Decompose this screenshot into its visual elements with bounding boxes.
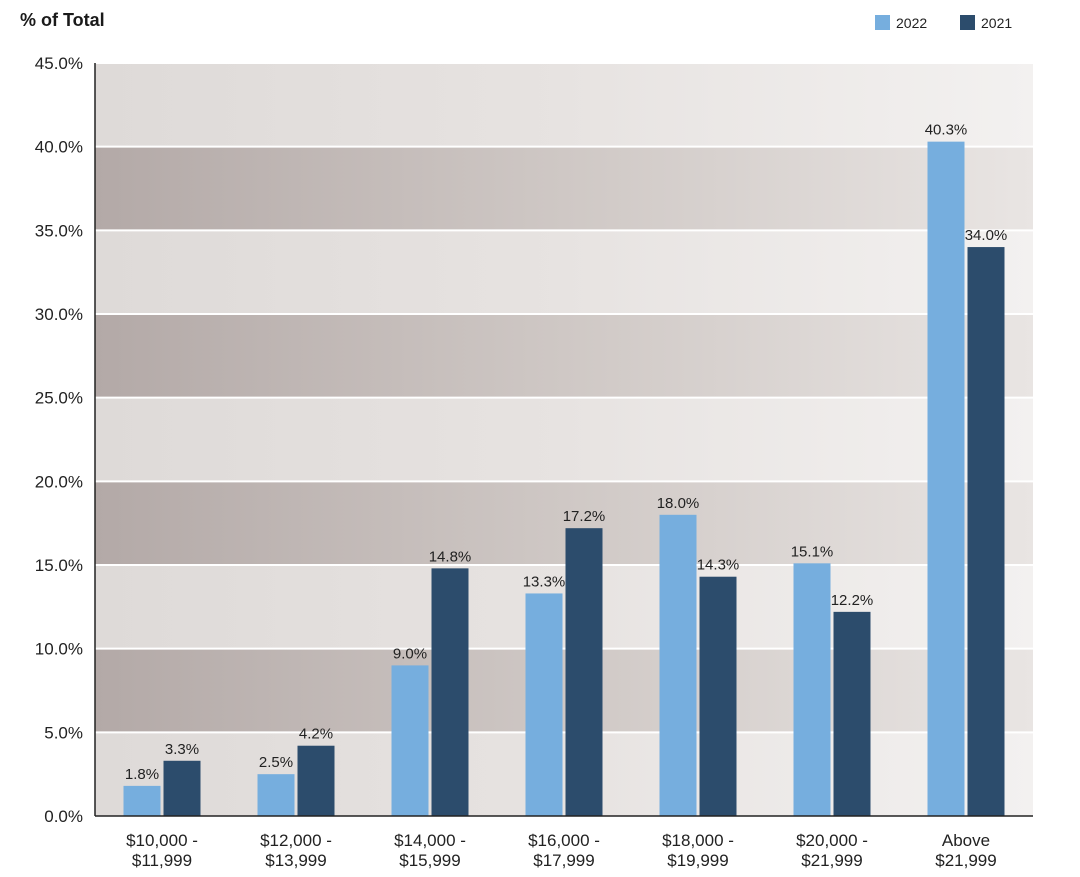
y-tick-label: 40.0%: [35, 138, 83, 157]
plot-band: [95, 146, 1033, 231]
bar-2021: [967, 247, 1005, 817]
bar-2022: [123, 785, 161, 816]
legend-label-2021: 2021: [981, 15, 1012, 31]
data-label-2021: 34.0%: [965, 227, 1008, 244]
y-tick-label: 10.0%: [35, 640, 83, 659]
data-label-2022: 18.0%: [657, 495, 700, 512]
x-category-label: $12,000 -: [260, 831, 332, 850]
x-category-label: $18,000 -: [662, 831, 734, 850]
y-tick-label: 45.0%: [35, 54, 83, 73]
bar-2022: [257, 774, 295, 816]
y-tick-label: 0.0%: [44, 807, 83, 826]
data-label-2022: 2.5%: [259, 754, 293, 771]
x-category-label: $10,000 -: [126, 831, 198, 850]
data-label-2022: 15.1%: [791, 543, 834, 560]
x-category-label: $17,999: [533, 851, 594, 870]
x-category-label: $16,000 -: [528, 831, 600, 850]
x-category-label: Above: [942, 831, 990, 850]
legend-swatch-2022: [875, 15, 890, 30]
bar-2021: [699, 576, 737, 816]
bar-2022: [659, 514, 697, 816]
data-labels: 1.8% 3.3% 2.5% 4.2% 9.0% 14.8% 13.3% 17.2% 18.0%…: [125, 122, 1007, 783]
bar-2022: [927, 141, 965, 816]
legend: 2022 2021: [875, 15, 1012, 31]
y-tick-label: 20.0%: [35, 472, 83, 491]
data-label-2021: 14.8%: [429, 548, 472, 565]
data-label-2021: 4.2%: [299, 726, 333, 743]
bar-2021: [565, 528, 603, 816]
y-tick-label: 30.0%: [35, 305, 83, 324]
data-label-2021: 17.2%: [563, 508, 606, 525]
y-tick-label: 15.0%: [35, 556, 83, 575]
x-category-label: $21,999: [935, 851, 996, 870]
x-category-label: $11,999: [132, 851, 192, 870]
data-label-2021: 12.2%: [831, 592, 874, 609]
x-category-label: $13,999: [265, 851, 326, 870]
x-axis-categories: $10,000 -$11,999 $12,000 -$13,999 $14,000 …: [126, 831, 997, 870]
data-label-2021: 3.3%: [165, 741, 199, 758]
bar-2021: [833, 611, 871, 816]
data-label-2021: 14.3%: [697, 557, 740, 574]
plot-band: [95, 397, 1033, 482]
bar-2022: [525, 593, 563, 816]
data-label-2022: 9.0%: [393, 645, 427, 662]
gridlines: [95, 62, 1033, 734]
data-label-2022: 1.8%: [125, 766, 159, 783]
x-category-label: $14,000 -: [394, 831, 466, 850]
y-tick-label: 25.0%: [35, 389, 83, 408]
plot-band: [95, 230, 1033, 314]
plot-band: [95, 648, 1033, 733]
y-axis-ticks: 0.0% 5.0% 10.0% 15.0% 20.0% 25.0% 30.0% 35.0% 40…: [35, 54, 83, 826]
bar-2021: [431, 568, 469, 816]
x-category-label: $21,999: [801, 851, 862, 870]
bar-2022: [391, 665, 429, 816]
bar-2021: [163, 760, 201, 816]
data-label-2022: 13.3%: [523, 573, 566, 590]
plot-band: [95, 481, 1033, 565]
y-axis-title: % of Total: [20, 10, 105, 30]
plot-band: [95, 732, 1033, 816]
data-label-2022: 40.3%: [925, 122, 968, 139]
plot-background-bands: [95, 63, 1033, 816]
x-category-label: $19,999: [667, 851, 728, 870]
x-category-label: $15,999: [399, 851, 460, 870]
bar-2021: [297, 745, 335, 816]
plot-band: [95, 565, 1033, 649]
legend-label-2022: 2022: [896, 15, 927, 31]
plot-band: [95, 314, 1033, 398]
y-tick-label: 35.0%: [35, 221, 83, 240]
plot-band: [95, 63, 1033, 147]
y-tick-label: 5.0%: [44, 723, 83, 742]
bars: [123, 141, 1005, 817]
legend-swatch-2021: [960, 15, 975, 30]
bar-2022: [793, 563, 831, 816]
x-category-label: $20,000 -: [796, 831, 868, 850]
